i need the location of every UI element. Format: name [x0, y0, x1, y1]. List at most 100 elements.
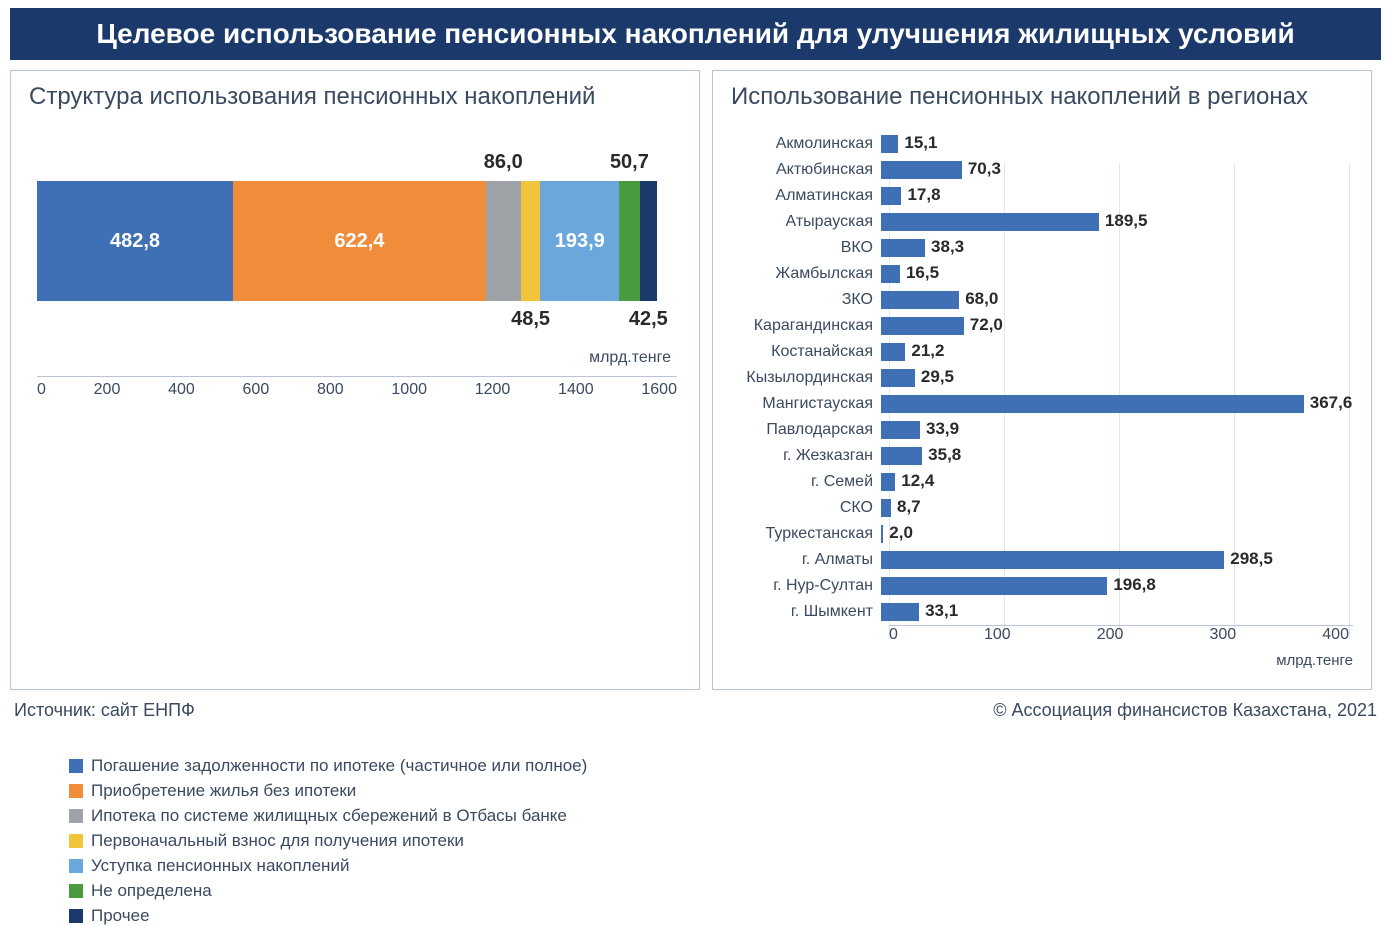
region-row: Павлодарская33,9: [731, 417, 1353, 443]
x-tick: 600: [243, 381, 270, 399]
x-tick: 200: [1097, 626, 1124, 644]
region-value: 298,5: [1230, 549, 1273, 569]
legend-swatch: [69, 809, 83, 823]
region-value: 196,8: [1113, 575, 1156, 595]
stacked-bar-chart: 482,8622,486,048,5193,950,742,5 млрд.тен…: [29, 181, 681, 501]
x-tick: 1200: [475, 381, 511, 399]
segment-value-label: 42,5: [629, 308, 668, 331]
region-row: Акмолинская15,1: [731, 131, 1353, 157]
region-row: ЗКО68,0: [731, 287, 1353, 313]
region-row: г. Жезказган35,8: [731, 443, 1353, 469]
region-value: 38,3: [931, 237, 964, 257]
legend-label: Уступка пенсионных накоплений: [91, 856, 349, 876]
region-value: 70,3: [968, 159, 1001, 179]
left-unit-label: млрд.тенге: [589, 349, 671, 367]
legend-item: Погашение задолженности по ипотеке (част…: [69, 756, 681, 776]
x-tick: 300: [1210, 626, 1237, 644]
region-bar-chart: Акмолинская15,1Актюбинская70,3Алматинска…: [731, 131, 1353, 671]
region-row: Жамбылская16,5: [731, 261, 1353, 287]
region-value: 68,0: [965, 289, 998, 309]
x-tick: 1400: [558, 381, 594, 399]
region-row: Актюбинская70,3: [731, 157, 1353, 183]
region-value: 189,5: [1105, 211, 1148, 231]
x-tick: 100: [984, 626, 1011, 644]
legend-label: Ипотека по системе жилищных сбережений в…: [91, 806, 567, 826]
legend: Погашение задолженности по ипотеке (част…: [29, 756, 681, 926]
stacked-segment: 42,5: [640, 181, 657, 301]
region-label: ЗКО: [731, 291, 881, 309]
region-row: г. Шымкент33,1: [731, 599, 1353, 625]
region-row: Атырауская 189,5: [731, 209, 1353, 235]
region-bar: 12,4: [881, 473, 895, 491]
legend-item: Ипотека по системе жилищных сбережений в…: [69, 806, 681, 826]
region-label: Актюбинская: [731, 161, 881, 179]
region-row: Кызылординская29,5: [731, 365, 1353, 391]
region-bar: 33,1: [881, 603, 919, 621]
footer-source: Источник: сайт ЕНПФ: [14, 700, 195, 721]
region-bar: 196,8: [881, 577, 1107, 595]
region-label: г. Алматы: [731, 551, 881, 569]
right-unit-label: млрд.тенге: [1276, 652, 1353, 669]
left-panel: Структура использования пенсионных накоп…: [10, 70, 700, 690]
region-label: Акмолинская: [731, 135, 881, 153]
legend-label: Первоначальный взнос для получения ипоте…: [91, 831, 464, 851]
legend-item: Первоначальный взнос для получения ипоте…: [69, 831, 681, 851]
region-row: ВКО 38,3: [731, 235, 1353, 261]
region-bar: 29,5: [881, 369, 915, 387]
x-tick: 400: [168, 381, 195, 399]
region-value: 12,4: [901, 471, 934, 491]
region-row: г. Нур-Султан196,8: [731, 573, 1353, 599]
right-panel: Использование пенсионных накоплений в ре…: [712, 70, 1372, 690]
region-label: Атырауская: [731, 213, 881, 231]
region-label: ВКО: [731, 239, 881, 257]
stacked-segment: 622,4: [233, 181, 486, 301]
region-row: Алматинская17,8: [731, 183, 1353, 209]
legend-swatch: [69, 909, 83, 923]
region-value: 72,0: [970, 315, 1003, 335]
x-tick: 200: [94, 381, 121, 399]
region-bar: 70,3: [881, 161, 962, 179]
stacked-segment: 86,0: [486, 181, 521, 301]
footer-copyright: © Ассоциация финансистов Казахстана, 202…: [993, 700, 1377, 721]
region-value: 15,1: [904, 133, 937, 153]
region-label: Алматинская: [731, 187, 881, 205]
region-bar: 16,5: [881, 265, 900, 283]
segment-value-label: 86,0: [484, 151, 523, 174]
legend-swatch: [69, 784, 83, 798]
region-row: г. Семей12,4: [731, 469, 1353, 495]
legend-item: Приобретение жилья без ипотеки: [69, 781, 681, 801]
region-value: 33,9: [926, 419, 959, 439]
region-bar: 15,1: [881, 135, 898, 153]
region-label: г. Нур-Султан: [731, 577, 881, 595]
segment-value-label: 48,5: [511, 308, 550, 331]
region-label: г. Семей: [731, 473, 881, 491]
region-row: СКО8,7: [731, 495, 1353, 521]
stacked-segment: 50,7: [619, 181, 640, 301]
region-value: 17,8: [907, 185, 940, 205]
region-label: Костанайская: [731, 343, 881, 361]
region-bar: 298,5: [881, 551, 1224, 569]
page-title: Целевое использование пенсионных накопле…: [10, 8, 1381, 60]
region-bar: 17,8: [881, 187, 901, 205]
panels-container: Структура использования пенсионных накоп…: [0, 60, 1391, 700]
region-row: Мангистауская367,6: [731, 391, 1353, 417]
segment-value-label: 50,7: [610, 151, 649, 174]
region-label: Карагандинская: [731, 317, 881, 335]
region-value: 21,2: [911, 341, 944, 361]
region-bar: 68,0: [881, 291, 959, 309]
region-bar: 72,0: [881, 317, 964, 335]
region-label: г. Жезказган: [731, 447, 881, 465]
region-bar: 21,2: [881, 343, 905, 361]
region-bar: 367,6: [881, 395, 1304, 413]
region-label: Мангистауская: [731, 395, 881, 413]
region-label: Туркестанская: [731, 525, 881, 543]
left-chart-title: Структура использования пенсионных накоп…: [29, 83, 681, 111]
region-row: Карагандинская72,0: [731, 313, 1353, 339]
x-tick: 1600: [641, 381, 677, 399]
region-row: Костанайская21,2: [731, 339, 1353, 365]
region-value: 16,5: [906, 263, 939, 283]
legend-label: Прочее: [91, 906, 150, 926]
legend-label: Не определена: [91, 881, 212, 901]
stacked-segment: 482,8: [37, 181, 233, 301]
stacked-segment: 193,9: [540, 181, 619, 301]
